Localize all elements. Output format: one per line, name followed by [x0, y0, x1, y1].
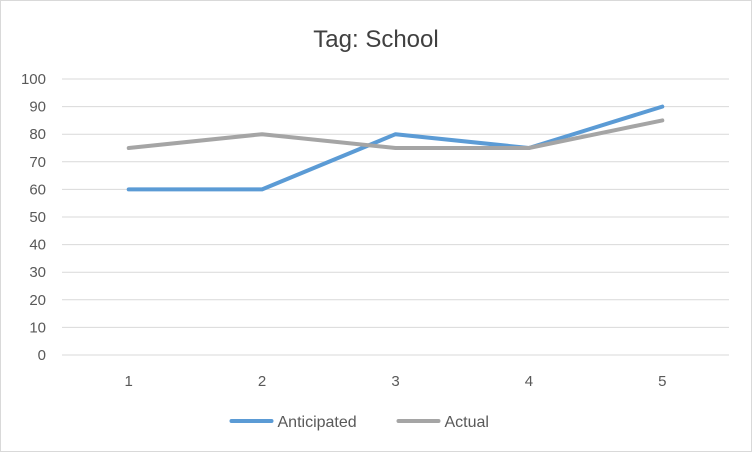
legend: Anticipated Actual: [229, 414, 489, 431]
x-tick-label: 4: [525, 373, 533, 390]
legend-item-anticipated: Anticipated: [229, 414, 357, 431]
x-tick-label: 3: [391, 373, 399, 390]
y-tick-label: 60: [29, 181, 46, 198]
x-tick-label: 2: [258, 373, 266, 390]
y-tick-label: 0: [38, 347, 46, 364]
y-tick-label: 10: [29, 319, 46, 336]
legend-label: Actual: [445, 414, 489, 431]
x-tick-label: 5: [658, 373, 666, 390]
x-tick-label: 1: [125, 373, 133, 390]
y-tick-label: 90: [29, 99, 46, 116]
y-tick-label: 80: [29, 126, 46, 143]
legend-item-actual: Actual: [396, 414, 489, 431]
y-tick-label: 50: [29, 209, 46, 226]
series-line-actual: [126, 118, 665, 150]
x-axis-tick-labels: 1 2 3 4 5: [125, 373, 667, 390]
y-tick-label: 30: [29, 264, 46, 281]
legend-label: Anticipated: [278, 414, 357, 431]
series-line-anticipated: [126, 104, 665, 192]
gridlines: [62, 78, 729, 356]
series-lines: [126, 104, 665, 192]
y-tick-label: 40: [29, 237, 46, 254]
y-tick-label: 100: [21, 71, 46, 88]
y-axis-tick-labels: 0 10 20 30 40 50 60 70 80 90 100: [21, 71, 46, 364]
y-tick-label: 20: [29, 292, 46, 309]
chart-title: Tag: School: [313, 26, 438, 53]
y-tick-label: 70: [29, 154, 46, 171]
